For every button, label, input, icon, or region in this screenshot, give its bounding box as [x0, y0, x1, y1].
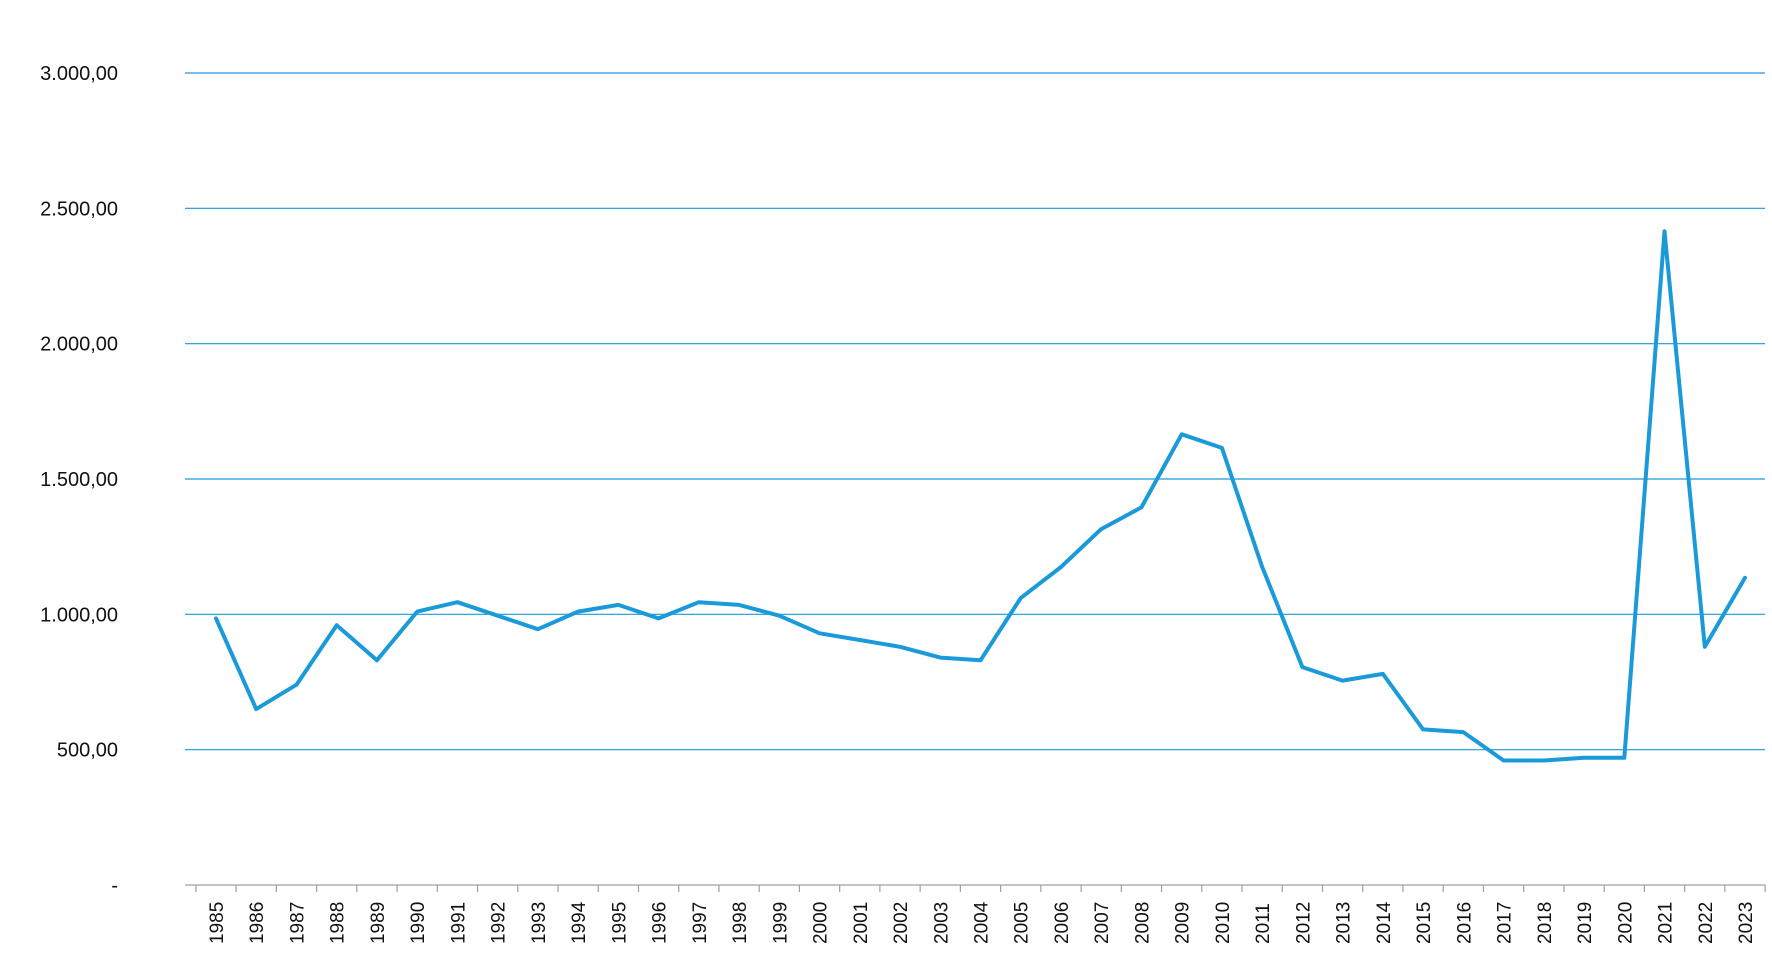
x-tick-label: 2013: [1334, 902, 1355, 944]
x-tick-label: 1988: [328, 902, 349, 944]
y-tick-label: 1.500,00: [40, 469, 118, 491]
x-tick-label: 2003: [931, 902, 952, 944]
y-tick-label: 2.500,00: [40, 198, 118, 220]
x-tick-label: 2021: [1656, 902, 1677, 944]
x-tick-label: 1989: [368, 902, 389, 944]
x-tick-label: 2008: [1132, 902, 1153, 944]
x-tick-label: 2015: [1414, 902, 1435, 944]
x-tick-label: 1994: [569, 901, 590, 944]
x-tick-label: 2020: [1615, 902, 1636, 944]
y-tick-label: -: [111, 875, 118, 897]
x-tick-label: 1993: [529, 902, 550, 944]
x-tick-label: 2007: [1092, 902, 1113, 944]
x-tick-label: 2012: [1293, 902, 1314, 944]
x-tick-label: 1992: [489, 902, 510, 944]
x-tick-label: 2010: [1213, 902, 1234, 944]
x-tick-label: 1999: [770, 902, 791, 944]
gridlines: [185, 72, 1765, 751]
x-tick-label: 1991: [448, 902, 469, 944]
x-tick-label: 1986: [247, 902, 268, 944]
y-tick-label: 1.000,00: [40, 604, 118, 626]
y-tick-label: 500,00: [57, 740, 118, 762]
x-tick-label: 2022: [1696, 902, 1717, 944]
x-tick-label: 2005: [1012, 902, 1033, 944]
y-tick-label: 3.000,00: [40, 63, 118, 85]
x-tick-label: 1985: [207, 902, 228, 944]
x-tick-label: 2017: [1495, 902, 1516, 944]
x-tick-label: 1998: [730, 902, 751, 944]
x-tick-label: 2002: [891, 902, 912, 944]
x-tick-label: 2004: [972, 901, 993, 944]
series-layer: [214, 229, 1747, 763]
x-tick-label: 2011: [1253, 903, 1274, 944]
x-tick-label: 1996: [650, 902, 671, 944]
y-axis-labels: - 500,00 1.000,00 1.500,00 2.000,00 2.500,00 3…: [40, 63, 118, 897]
x-tick-label: 2023: [1736, 902, 1757, 944]
x-axis-labels: 1985 1986 1987 1988 1989 1990 1991 1992 1993 1994…: [207, 901, 1757, 944]
x-tick-label: 2000: [811, 902, 832, 944]
x-tick-label: 1990: [408, 902, 429, 944]
x-tick-label: 2006: [1052, 902, 1073, 944]
x-tick-label: 1995: [609, 902, 630, 944]
x-tick-label: 2019: [1575, 902, 1596, 944]
y-tick-label: 2.000,00: [40, 334, 118, 356]
x-tick-label: 2016: [1454, 902, 1475, 944]
x-tick-label: 2009: [1173, 902, 1194, 944]
x-tick-label: 1997: [690, 902, 711, 944]
x-tick-label: 2018: [1535, 902, 1556, 944]
x-tick-label: 2001: [851, 902, 872, 944]
x-tick-label: 1987: [287, 902, 308, 944]
x-axis: [185, 884, 1766, 892]
series-line: [214, 229, 1747, 763]
x-tick-label: 2014: [1374, 901, 1395, 944]
